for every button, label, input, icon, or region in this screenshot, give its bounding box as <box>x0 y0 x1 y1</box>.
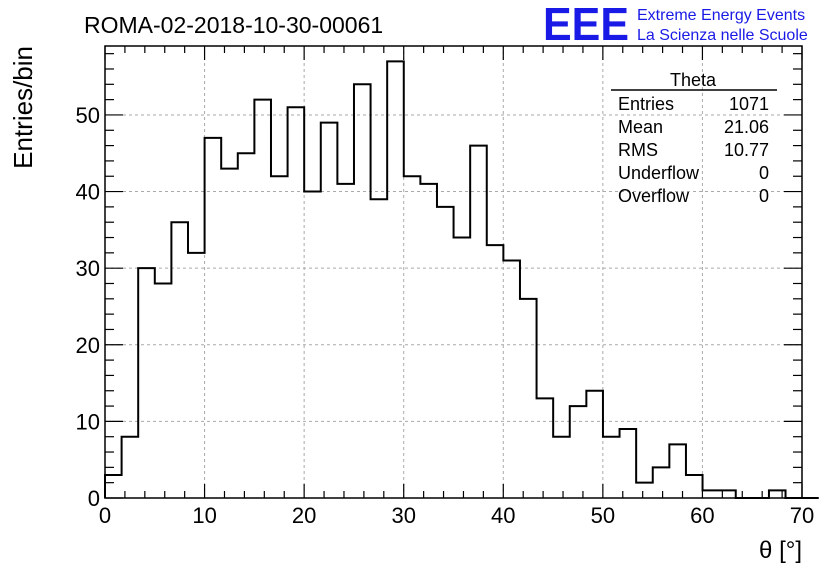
stats-value-entries: 1071 <box>729 94 769 114</box>
histogram-outline <box>104 60 819 499</box>
eee-logo-mark: EEE <box>543 0 629 50</box>
y-axis-label: Entries/bin <box>8 46 38 169</box>
plot-frame <box>104 45 803 499</box>
logo-line2: La Scienza nelle Scuole <box>637 27 808 44</box>
x-tick-label: 0 <box>99 503 111 528</box>
x-axis-label: θ [°] <box>759 537 802 564</box>
stats-label-rms: RMS <box>618 140 658 160</box>
logo-line1: Extreme Energy Events <box>637 7 805 24</box>
x-tick-label: 10 <box>192 503 216 528</box>
stats-value-mean: 21.06 <box>724 117 769 137</box>
x-tick-labels: 0 10 20 30 40 50 60 70 <box>99 503 814 528</box>
x-tick-label: 30 <box>391 503 415 528</box>
x-tick-label: 20 <box>292 503 316 528</box>
x-tick-label: 70 <box>790 503 814 528</box>
y-tick-label: 0 <box>88 486 100 511</box>
stats-label-entries: Entries <box>618 94 674 114</box>
y-tick-label: 40 <box>76 180 100 205</box>
y-tick-label: 50 <box>76 103 100 128</box>
stats-label-mean: Mean <box>618 117 663 137</box>
stats-title: Theta <box>670 70 717 90</box>
x-tick-label: 60 <box>690 503 714 528</box>
stats-value-rms: 10.77 <box>724 140 769 160</box>
stats-value-underflow: 0 <box>759 163 769 183</box>
x-tick-label: 40 <box>491 503 515 528</box>
y-tick-label: 10 <box>76 409 100 434</box>
x-tick-label: 50 <box>591 503 615 528</box>
axis-ticks <box>104 46 803 499</box>
eee-logo: EEE Extreme Energy Events La Scienza nel… <box>543 0 808 50</box>
y-tick-label: 30 <box>76 256 100 281</box>
grid-lines <box>105 46 802 498</box>
y-tick-labels: 0 10 20 30 40 50 <box>76 103 100 511</box>
y-tick-label: 20 <box>76 333 100 358</box>
stats-label-underflow: Underflow <box>618 163 700 183</box>
stats-box: Theta Entries 1071 Mean 21.06 RMS 10.77 … <box>611 70 777 206</box>
chart-title: ROMA-02-2018-10-30-00061 <box>84 12 383 38</box>
stats-value-overflow: 0 <box>759 186 769 206</box>
stats-label-overflow: Overflow <box>618 186 690 206</box>
